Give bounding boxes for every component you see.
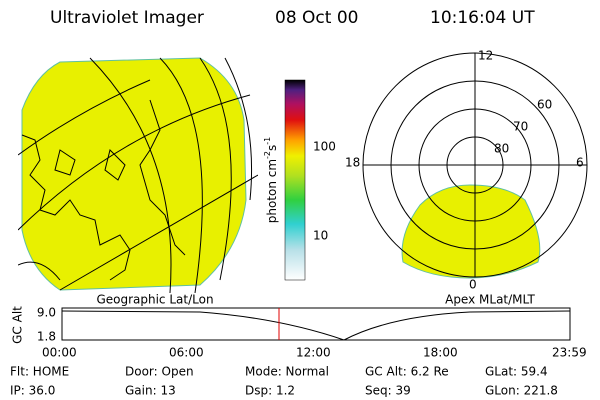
map-caption: Geographic Lat/Lon xyxy=(96,293,213,307)
mlat-label: 70 xyxy=(513,120,528,134)
polar-plot: 12 18 6 0 60 70 80 xyxy=(345,49,588,292)
mlt-label: 6 xyxy=(576,156,584,170)
colorbar-label: photon cm-2s-1 xyxy=(263,137,279,224)
info-item: Dsp: 1.2 xyxy=(245,384,295,398)
info-item: GC Alt: 6.2 Re xyxy=(365,365,449,379)
mlt-label: 12 xyxy=(478,49,493,63)
info-item: Seq: 39 xyxy=(365,384,411,398)
info-item: Gain: 13 xyxy=(125,384,176,398)
mlat-label: 60 xyxy=(537,98,552,112)
geographic-map xyxy=(18,57,258,293)
axis-label: GC Alt xyxy=(11,306,25,344)
info-item: IP: 36.0 xyxy=(10,384,55,398)
unit: -2 xyxy=(263,151,272,159)
map-caption: Apex MLat/MLT xyxy=(445,293,535,307)
mlat-label: 80 xyxy=(494,142,509,156)
unit: -1 xyxy=(263,137,272,145)
mlt-label: 0 xyxy=(469,278,477,292)
y-tick-label: 9.0 xyxy=(37,306,56,320)
timeline-box xyxy=(61,307,571,341)
colorbar-tick: 100 xyxy=(313,140,336,154)
title: Ultraviolet Imager xyxy=(50,8,204,28)
y-tick-label: 1.8 xyxy=(37,330,56,344)
x-tick-label: 06:00 xyxy=(169,346,204,360)
unit: s xyxy=(265,145,279,151)
time: 10:16:04 UT xyxy=(430,8,535,28)
info-item: Door: Open xyxy=(125,365,194,379)
info: Flt: HOME Door: Open Mode: Normal GC Alt… xyxy=(10,365,558,398)
mlt-label: 18 xyxy=(345,156,360,170)
info-item: Flt: HOME xyxy=(10,365,69,379)
x-tick-label: 00:00 xyxy=(42,346,77,360)
x-tick-label: 23:59 xyxy=(552,346,587,360)
colorbar xyxy=(284,79,306,281)
altitude-curve xyxy=(61,310,571,341)
colorbar-tick: 10 xyxy=(313,229,328,243)
info-item: GLon: 221.8 xyxy=(485,384,558,398)
date: 08 Oct 00 xyxy=(275,8,358,28)
info-item: Mode: Normal xyxy=(245,365,329,379)
info-item: GLat: 59.4 xyxy=(485,365,548,379)
x-tick-label: 18:00 xyxy=(423,346,458,360)
x-tick-label: 12:00 xyxy=(296,346,331,360)
unit: photon cm xyxy=(265,159,279,223)
